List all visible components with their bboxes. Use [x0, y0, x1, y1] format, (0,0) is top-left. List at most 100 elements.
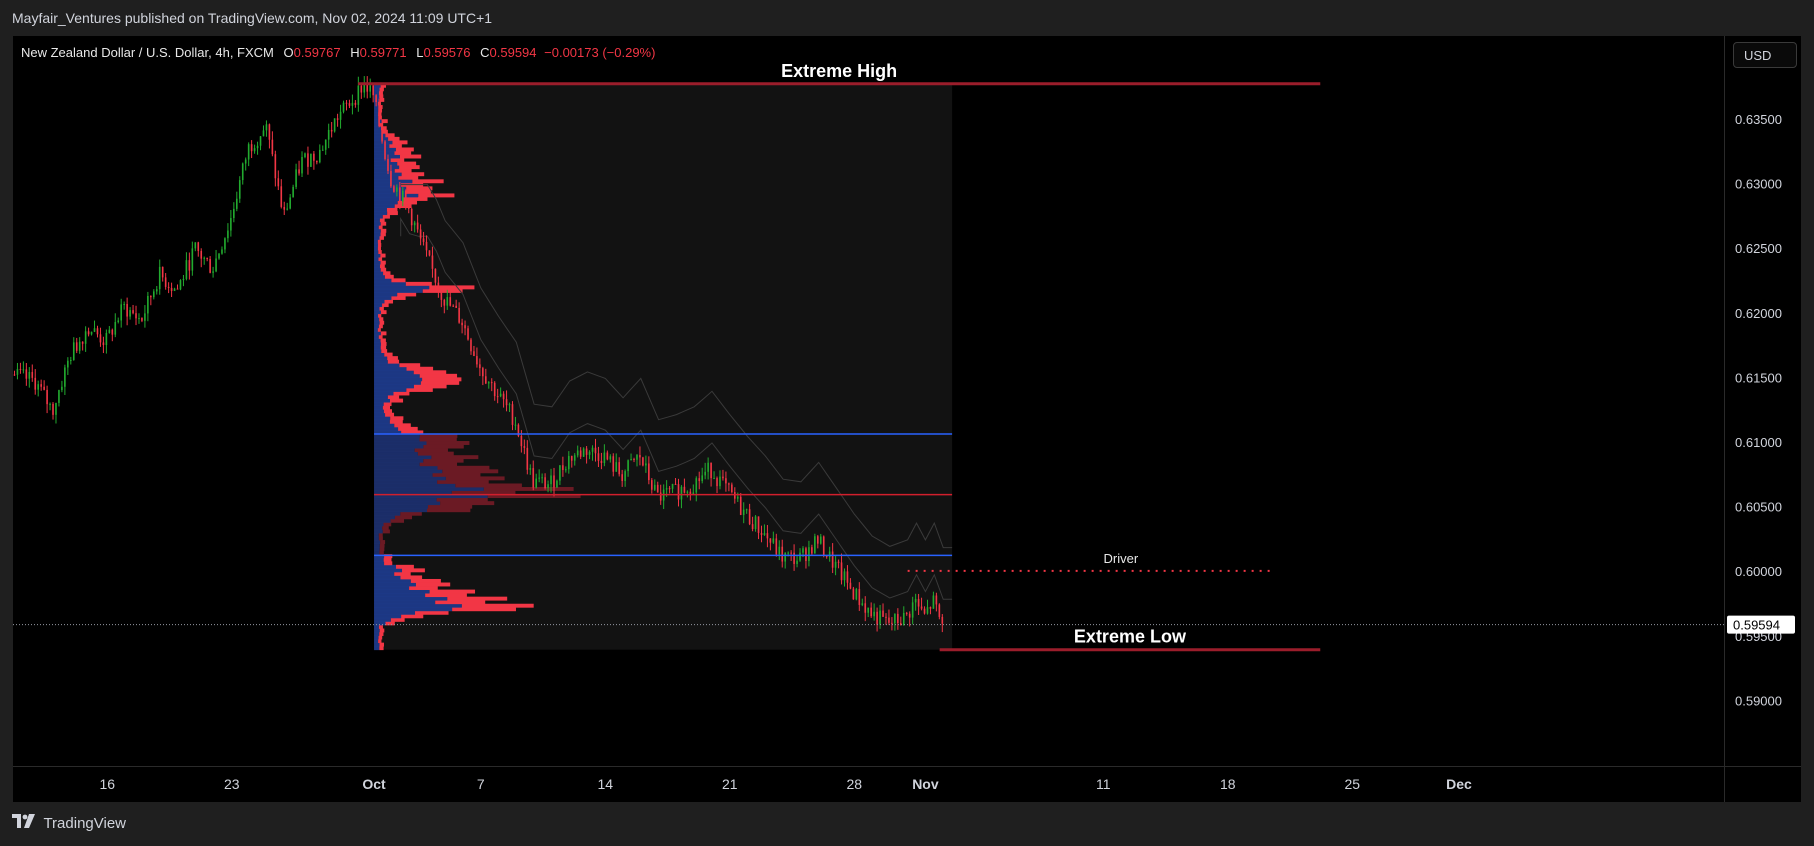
candle-body — [790, 552, 792, 554]
candle-body — [75, 342, 78, 351]
candle-body — [155, 289, 158, 292]
candle-body — [43, 386, 45, 390]
candle-body — [556, 480, 558, 488]
profile-bar-up — [374, 628, 380, 633]
profile-bar-down — [399, 363, 421, 368]
candle-body — [102, 342, 105, 346]
candle-body — [535, 478, 538, 488]
candle-body — [419, 229, 422, 239]
profile-bar-up — [374, 380, 421, 385]
candle-body — [707, 462, 709, 472]
profile-bar-down — [420, 380, 460, 385]
profile-bar-down — [437, 465, 490, 470]
profile-bar-down — [383, 271, 391, 276]
candle-body — [562, 465, 564, 471]
candle-body — [369, 85, 372, 92]
candle-body — [221, 249, 223, 254]
candle-body — [247, 144, 250, 160]
candle-body — [858, 589, 861, 605]
time-tick-label: 11 — [1096, 776, 1111, 792]
profile-bar-down — [483, 487, 574, 491]
candle-body — [793, 552, 795, 564]
profile-bar-down — [413, 370, 447, 375]
candle-body — [366, 83, 369, 92]
candle-body — [550, 475, 552, 485]
high-value: 0.59771 — [359, 45, 407, 60]
candle-body — [594, 447, 597, 454]
price-axis[interactable]: 0.640000.635000.630000.625000.620000.615… — [1725, 36, 1801, 766]
profile-bar-up — [374, 239, 378, 244]
chart-plot[interactable]: Extreme High Extreme Low Driver — [13, 36, 1724, 766]
profile-bar-up — [374, 352, 385, 357]
profile-bar-up — [374, 402, 384, 407]
profile-bar-down — [381, 129, 388, 134]
profile-bar-up — [374, 508, 428, 513]
candle-body — [298, 169, 300, 174]
publish-info: Mayfair_Ventures published on TradingVie… — [12, 10, 493, 26]
profile-bar-down — [452, 607, 516, 612]
profile-bar-up — [374, 554, 385, 559]
candle-body — [496, 396, 499, 398]
profile-bar-down — [429, 589, 476, 594]
candle-body — [117, 320, 120, 323]
profile-bar-up — [374, 497, 437, 502]
candle-body — [808, 547, 810, 562]
candle-body — [449, 297, 452, 306]
candle-body — [852, 588, 855, 600]
candle-body — [479, 364, 481, 369]
profile-bar-up — [374, 105, 379, 109]
candle-body — [129, 310, 131, 317]
candle-body — [600, 460, 603, 464]
candle-body — [132, 310, 134, 314]
profile-bar-up — [374, 320, 380, 325]
profile-bar-down — [379, 97, 385, 102]
symbol-title[interactable]: New Zealand Dollar / U.S. Dollar, 4h, FX… — [21, 45, 274, 60]
profile-bar-down — [487, 494, 581, 499]
time-axis[interactable]: 16 23 Oct 7 14 21 28 Nov 11 18 25 Dec — [13, 767, 1724, 802]
candle-body — [831, 551, 834, 568]
profile-bar-up — [374, 257, 379, 262]
profile-bar-up — [374, 299, 385, 304]
profile-bar-down — [390, 158, 405, 163]
profile-bar-down — [379, 547, 385, 552]
candle-body — [576, 450, 579, 456]
profile-bar-up — [374, 129, 382, 134]
profile-bar-down — [397, 161, 417, 166]
candle-body — [307, 153, 309, 167]
profile-bar-down — [378, 115, 382, 120]
candle-body — [321, 149, 324, 151]
candle-body — [443, 299, 446, 306]
profile-bar-down — [378, 108, 383, 113]
candle-body — [241, 163, 244, 181]
candle-body — [882, 610, 884, 617]
candle-body — [763, 533, 766, 535]
profile-bar-up — [374, 571, 395, 576]
profile-bar-up — [374, 225, 379, 230]
profile-bar-up — [374, 260, 381, 265]
candle-body — [170, 287, 173, 292]
profile-bar-down — [378, 313, 382, 318]
profile-bar-up — [374, 568, 403, 573]
profile-bar-up — [374, 356, 388, 361]
profile-bar-up — [374, 462, 420, 467]
candle-body — [437, 282, 440, 290]
candle-body — [150, 295, 152, 298]
profile-bar-down — [381, 119, 388, 124]
profile-bar-up — [374, 536, 379, 541]
profile-bar-up — [374, 161, 398, 166]
profile-bar-up — [374, 391, 394, 396]
time-tick-label: 18 — [1220, 776, 1236, 792]
candle-body — [888, 617, 890, 623]
candle-body — [781, 546, 784, 562]
profile-bar-up — [374, 313, 379, 318]
profile-bar-down — [378, 90, 383, 95]
currency-button[interactable]: USD — [1733, 42, 1797, 68]
footer-branding[interactable]: TradingView — [12, 814, 126, 834]
profile-bar-down — [425, 593, 467, 598]
profile-bar-up — [374, 168, 395, 173]
profile-bar-down — [379, 632, 384, 636]
last-price-tag — [1727, 615, 1795, 634]
profile-bar-down — [394, 151, 412, 155]
profile-bar-up — [374, 614, 402, 619]
profile-bar-down — [380, 232, 386, 237]
